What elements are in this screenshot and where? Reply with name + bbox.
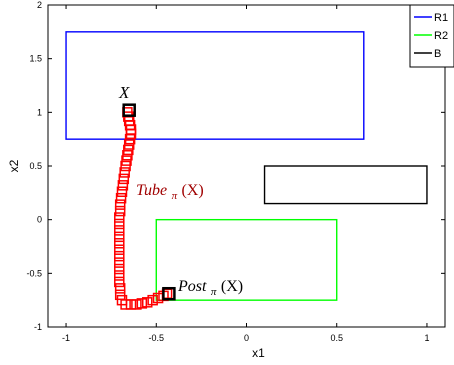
tube-square bbox=[115, 192, 127, 204]
tube-square bbox=[114, 250, 125, 262]
tube-square bbox=[114, 289, 126, 301]
tube-square bbox=[114, 218, 125, 230]
tube-square bbox=[114, 212, 125, 223]
y-axis-label: x2 bbox=[7, 159, 21, 172]
tube-square bbox=[136, 298, 148, 309]
tube-square bbox=[142, 297, 153, 308]
y-tick-label: 0 bbox=[37, 215, 42, 225]
legend-label-r1: R1 bbox=[434, 12, 448, 24]
tube-square bbox=[122, 150, 133, 161]
tube-square bbox=[120, 299, 131, 310]
tube-square bbox=[114, 231, 125, 243]
legend-box bbox=[409, 4, 454, 68]
tube-annotation-main: Tube bbox=[136, 182, 167, 199]
tube-square bbox=[114, 205, 126, 217]
tube-square bbox=[125, 299, 137, 310]
tube-square bbox=[124, 133, 136, 145]
post-annotation-arg: (X) bbox=[221, 278, 243, 295]
y-tick-label: -1 bbox=[34, 322, 42, 332]
post-annotation-main: Post bbox=[177, 278, 207, 295]
x-tick-label: -1 bbox=[62, 333, 70, 343]
y-tick-label: 2 bbox=[37, 0, 42, 10]
tube-square bbox=[114, 244, 125, 255]
tube-annotation: Tube π (X) bbox=[136, 182, 204, 203]
tube-square bbox=[147, 294, 158, 306]
x-tick-label: -0.5 bbox=[149, 333, 165, 343]
tube-square bbox=[119, 167, 130, 178]
tube-square bbox=[120, 160, 131, 172]
tube-trajectory bbox=[114, 107, 173, 310]
tube-square bbox=[131, 299, 142, 310]
y-tick-label: 0.5 bbox=[29, 161, 42, 171]
tube-square bbox=[114, 199, 126, 210]
y-tick-label: -0.5 bbox=[26, 268, 42, 278]
tube-square bbox=[114, 238, 125, 249]
marker-post bbox=[162, 286, 176, 301]
tube-square bbox=[114, 270, 125, 281]
tube-square bbox=[152, 292, 164, 304]
post-annotation-sub: π bbox=[211, 286, 217, 298]
tube-square bbox=[123, 139, 135, 150]
legend: R1 R2 B bbox=[409, 4, 454, 68]
region-b bbox=[263, 165, 428, 205]
x-tick-label: 0 bbox=[244, 333, 249, 343]
y-tick-label: 1 bbox=[37, 107, 42, 117]
tube-square bbox=[125, 128, 137, 140]
tube-square bbox=[116, 186, 128, 198]
tube-square bbox=[114, 225, 125, 236]
x-tick-label: 0.5 bbox=[330, 333, 343, 343]
tube-square bbox=[114, 283, 126, 294]
tube-annotation-arg: (X) bbox=[182, 182, 204, 199]
post-annotation: Post π (X) bbox=[177, 278, 243, 299]
tube-square bbox=[117, 180, 129, 191]
region-r1 bbox=[65, 31, 365, 140]
legend-label-r2: R2 bbox=[434, 30, 448, 42]
tube-square bbox=[114, 257, 125, 268]
tube-square bbox=[123, 144, 134, 156]
tube-square bbox=[114, 276, 125, 288]
highlight-markers bbox=[122, 103, 176, 301]
tube-square bbox=[118, 173, 130, 185]
tube-annotation-sub: π bbox=[172, 190, 178, 202]
y-tick-label: 1.5 bbox=[29, 54, 42, 64]
tube-square bbox=[114, 263, 125, 275]
x-axis-label: x1 bbox=[252, 346, 265, 360]
tube-square bbox=[121, 155, 132, 166]
region-rectangles bbox=[65, 31, 428, 301]
x-annotation: X bbox=[118, 83, 130, 102]
legend-label-b: B bbox=[434, 48, 441, 60]
marker-x bbox=[122, 103, 136, 117]
region-r2 bbox=[155, 218, 338, 301]
x-tick-label: 1 bbox=[424, 333, 429, 343]
